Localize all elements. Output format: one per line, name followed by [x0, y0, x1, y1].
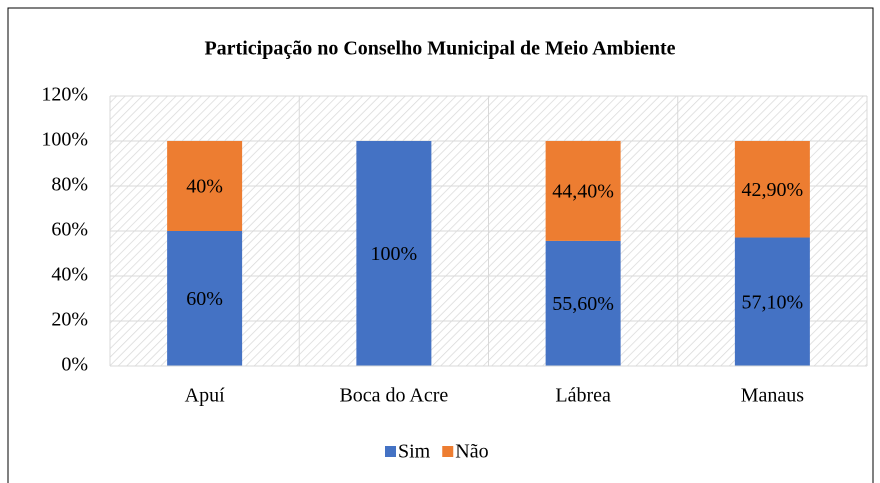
x-tick-label: Apuí: [185, 385, 225, 407]
data-label: 44,40%: [552, 181, 614, 203]
data-label: 100%: [371, 243, 418, 265]
bar-segment: [734, 141, 810, 238]
bar-segment: [356, 141, 432, 366]
y-tick-label: 20%: [51, 309, 88, 331]
legend-label: Sim: [398, 441, 431, 463]
data-label: 55,60%: [552, 293, 614, 315]
x-tick-label: Lábrea: [555, 385, 611, 407]
legend-swatch: [442, 446, 454, 457]
data-label: 60%: [186, 288, 223, 310]
data-label: 57,10%: [742, 291, 804, 313]
data-label: 42,90%: [742, 179, 804, 201]
data-label: 40%: [186, 176, 223, 198]
bar-segment: [545, 141, 621, 241]
y-tick-label: 80%: [51, 174, 88, 196]
chart-title: Participação no Conselho Municipal de Me…: [204, 38, 675, 60]
legend-label: Não: [455, 441, 488, 463]
bar-segment: [167, 141, 243, 231]
y-tick-label: 120%: [41, 84, 88, 106]
x-tick-label: Boca do Acre: [339, 385, 448, 407]
y-tick-label: 100%: [41, 129, 88, 151]
legend-swatch: [385, 446, 396, 457]
bar-segment: [545, 240, 621, 366]
y-tick-label: 40%: [51, 264, 88, 286]
x-tick-label: Manaus: [741, 385, 805, 407]
bar-segment: [734, 237, 810, 366]
y-tick-label: 60%: [51, 219, 88, 241]
bar-segment: [167, 231, 243, 366]
y-tick-label: 0%: [61, 354, 88, 376]
